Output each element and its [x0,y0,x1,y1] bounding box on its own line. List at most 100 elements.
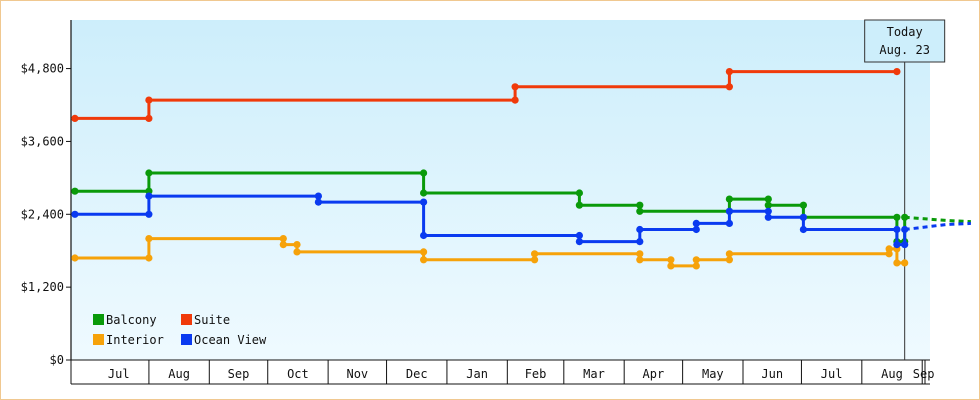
y-tick-label: $1,200 [21,280,64,294]
month-label: Dec [406,367,428,381]
month-label: Nov [346,367,368,381]
series-point [145,254,153,262]
axes [70,20,930,361]
series-point [575,231,584,240]
series-point [901,241,909,249]
series-forecast-line [904,221,971,231]
legend-label: Balcony [106,313,157,327]
month-label: Jul [821,367,843,381]
series-point [725,83,734,91]
series-point [764,201,772,209]
series-point [420,169,428,177]
series-point [575,238,584,246]
series-point [636,256,644,264]
today-marker: Today Aug. 23 [864,19,946,360]
series-point [764,195,772,203]
series-point [636,238,644,246]
legend-label: Suite [194,313,230,327]
month-label: Aug [881,367,903,381]
series-point [893,241,901,249]
series-point [667,256,675,264]
month-label: May [702,367,724,381]
series-point [725,195,734,203]
series-point [531,256,539,264]
month-label: Sep [913,367,935,381]
series-point [885,245,893,253]
y-axis-ticks: $0 $1,200 $2,400 $3,600 $4,800 [21,62,71,367]
series-forecast-line [904,215,971,224]
y-tick-label: $2,400 [21,207,64,221]
series-point [314,198,322,206]
series-point [799,201,808,209]
x-axis-months: Jul Aug Sep Oct Nov Dec Jan Feb Mar Apr May Jun Jul A… [70,360,935,385]
series-point [511,83,519,91]
legend-label: Interior [106,333,164,347]
series-point [71,210,79,218]
legend-swatch [181,314,192,325]
legend: Balcony Suite Interior Ocean View [93,313,267,347]
series-point [636,225,644,234]
series-point [575,189,584,197]
series-point [692,262,700,270]
series-point [799,225,808,234]
month-label: Aug [168,367,190,381]
series-point [725,250,734,258]
series-point [692,219,700,227]
series-point [725,219,734,227]
series-point [293,241,301,249]
series-point [901,213,909,221]
series-point [893,68,901,76]
series-point [901,259,909,267]
month-label: Apr [643,367,665,381]
today-label: Today [887,25,923,39]
legend-swatch [181,334,192,345]
y-tick-label: $0 [50,353,64,367]
series-point [420,231,428,240]
y-tick-label: $4,800 [21,62,64,76]
series-point [71,254,79,262]
series-point [145,114,153,122]
series-point [764,207,772,215]
series-point [279,235,287,243]
series-layer [71,68,971,270]
series-point [71,114,79,122]
series-point [799,213,808,221]
today-date: Aug. 23 [879,43,930,57]
legend-label: Ocean View [194,333,267,347]
series-point [636,201,644,209]
month-label: Jan [466,367,488,381]
series-point [420,256,428,264]
today-box [864,19,946,63]
series-point [420,189,428,197]
series-point [692,256,700,264]
series-point [420,248,428,256]
y-tick-label: $3,600 [21,134,64,148]
series-point [145,235,153,243]
series-point [667,262,675,270]
series-point [725,68,734,76]
series-point [145,192,153,200]
series-point [279,241,287,249]
series-point [145,210,153,218]
series-point [893,213,901,221]
series-point [636,250,644,258]
series-point [901,225,909,234]
series-point [692,225,700,234]
series-point [893,225,901,234]
series-point [293,248,301,256]
month-label: Mar [583,367,605,381]
month-label: Feb [525,367,547,381]
month-label: Sep [228,367,250,381]
series-point [636,207,644,215]
month-label: Jul [108,367,130,381]
series-point [314,192,322,200]
series-point [725,256,734,264]
series-point [893,259,901,267]
legend-swatch [93,314,104,325]
month-label: Oct [287,367,309,381]
series-point [531,250,539,258]
series-point [511,96,519,104]
series-point [145,96,153,104]
series-point [575,201,584,209]
